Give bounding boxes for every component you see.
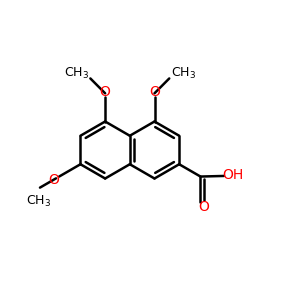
Text: CH$_3$: CH$_3$	[26, 194, 51, 209]
Text: O: O	[149, 85, 160, 98]
Text: OH: OH	[222, 168, 244, 182]
Text: CH$_3$: CH$_3$	[64, 65, 89, 81]
Text: CH$_3$: CH$_3$	[171, 65, 196, 81]
Text: O: O	[48, 172, 59, 187]
Text: O: O	[198, 200, 209, 214]
Text: O: O	[100, 85, 111, 98]
